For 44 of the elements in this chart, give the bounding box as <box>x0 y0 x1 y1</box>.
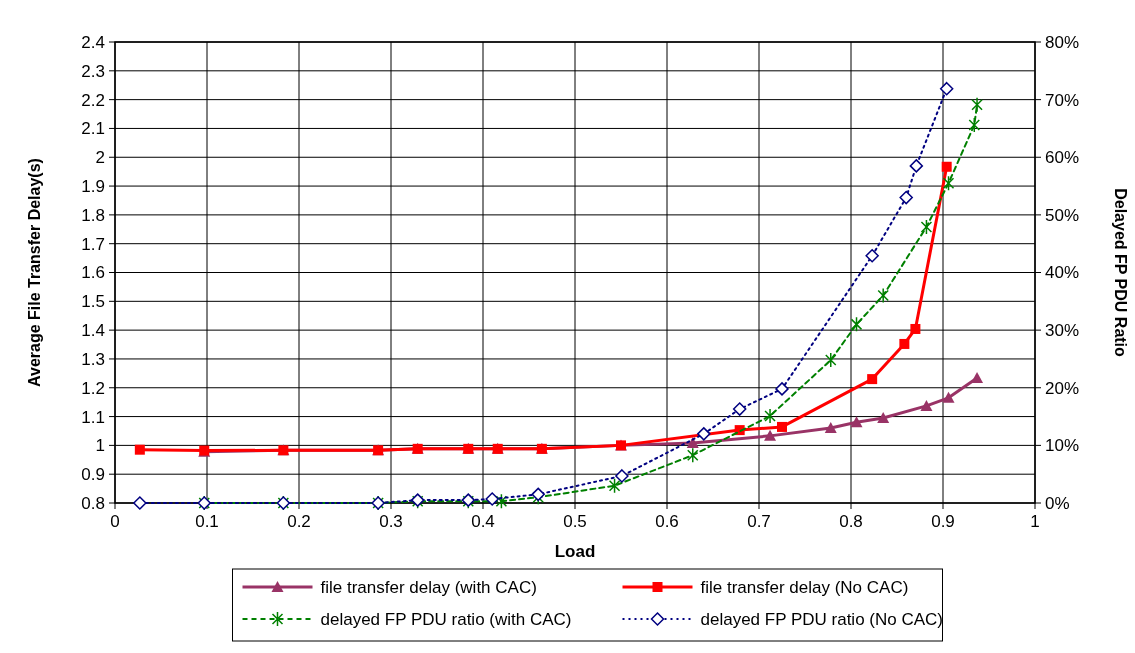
y-tick-label: 1.8 <box>81 205 105 225</box>
y2-tick-label: 50% <box>1045 205 1080 225</box>
y-axis-title: Average File Transfer Delay(s) <box>26 158 43 387</box>
y-tick-label: 1.6 <box>81 263 105 283</box>
y2-tick-label: 40% <box>1045 263 1080 283</box>
y2-tick-label: 10% <box>1045 436 1080 456</box>
x-tick-label: 0.1 <box>195 512 219 531</box>
x-axis-title: Load <box>554 542 596 561</box>
y-tick-label: 2.2 <box>81 90 105 110</box>
y2-tick-label: 0% <box>1045 493 1070 513</box>
x-tick-label: 0.6 <box>655 512 679 531</box>
y2-tick-label: 80% <box>1045 32 1080 52</box>
y-tick-label: 2.1 <box>81 119 105 139</box>
x-tick-label: 0.3 <box>379 512 403 531</box>
x-tick-label: 0.8 <box>839 512 863 531</box>
y-tick-label: 1.3 <box>81 349 105 369</box>
y-tick-label: 2 <box>95 148 105 168</box>
x-tick-label: 0 <box>110 512 120 531</box>
y2-tick-label: 60% <box>1045 148 1080 168</box>
legend-label: delayed FP PDU ratio (No CAC) <box>700 609 943 629</box>
x-tick-label: 0.4 <box>471 512 495 531</box>
y-tick-label: 2.4 <box>81 32 105 52</box>
x-tick-label: 0.2 <box>287 512 311 531</box>
y2-tick-label: 70% <box>1045 90 1080 110</box>
y-tick-label: 1.4 <box>81 321 105 341</box>
y2-tick-label: 20% <box>1045 378 1080 398</box>
y2-tick-label: 30% <box>1045 321 1080 341</box>
y-tick-label: 1.9 <box>81 177 105 197</box>
y-tick-label: 0.9 <box>81 465 105 485</box>
x-tick-label: 0.5 <box>563 512 587 531</box>
legend-label: file transfer delay (with CAC) <box>320 577 537 597</box>
legend-label: delayed FP PDU ratio (with CAC) <box>320 609 572 629</box>
y-tick-label: 1.1 <box>81 407 105 427</box>
y-tick-label: 1.5 <box>81 292 105 312</box>
y2-axis-title: Delayed FP PDU Ratio <box>1112 188 1129 358</box>
y-tick-label: 2.3 <box>81 61 105 81</box>
y-tick-label: 1 <box>95 436 105 456</box>
x-tick-label: 1 <box>1030 512 1040 531</box>
x-tick-label: 0.9 <box>931 512 955 531</box>
x-tick-label: 0.7 <box>747 512 771 531</box>
y-tick-label: 1.2 <box>81 378 105 398</box>
y-tick-label: 0.8 <box>81 493 105 513</box>
legend-label: file transfer delay (No CAC) <box>700 577 909 597</box>
y-tick-label: 1.7 <box>81 234 105 254</box>
